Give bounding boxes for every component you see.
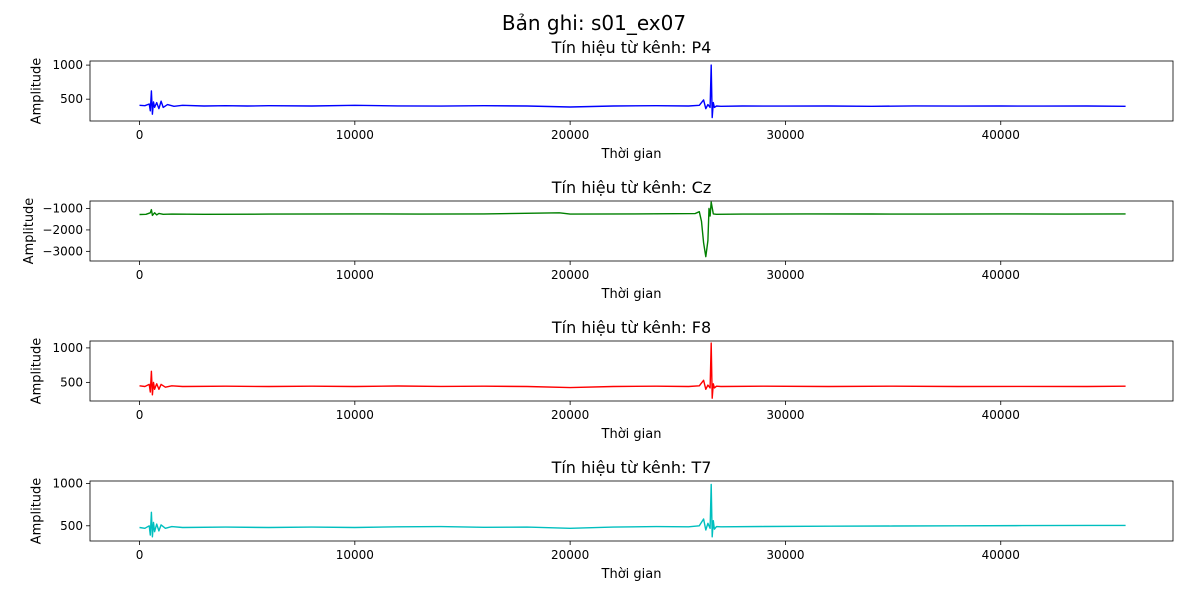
subplot-f8-ytick-label: 500 (60, 375, 83, 389)
subplot-cz-ytick-label: −1000 (42, 202, 83, 216)
subplot-f8-title: Tín hiệu từ kênh: F8 (551, 318, 711, 337)
subplot-cz-ylabel: Amplitude (22, 198, 37, 265)
subplot-cz-xtick-label: 30000 (766, 268, 804, 282)
subplot-p4-xtick-label: 30000 (766, 128, 804, 142)
subplot-t7: Tín hiệu từ kênh: T7 0 10000 20000 30000 4000… (30, 458, 1174, 582)
subplot-p4-xtick-label: 10000 (336, 128, 374, 142)
subplot-f8-signal-line (139, 342, 1126, 399)
subplot-cz-xtick-label: 10000 (336, 268, 374, 282)
subplot-p4-axes-frame (89, 60, 1174, 122)
subplot-f8-ytick-label: 1000 (52, 341, 83, 355)
subplot-f8-xtick-label: 20000 (551, 408, 589, 422)
subplot-cz-signal-line (139, 201, 1126, 258)
subplot-p4-xtick-label: 0 (136, 128, 144, 142)
subplot-t7-xtick-label: 20000 (551, 548, 589, 562)
subplot-cz-xtick-label: 20000 (551, 268, 589, 282)
subplot-t7-title: Tín hiệu từ kênh: T7 (551, 458, 712, 477)
subplot-t7-xtick-label: 40000 (982, 548, 1020, 562)
subplot-p4-xlabel: Thời gian (601, 147, 662, 162)
subplot-t7-ylabel: Amplitude (30, 478, 45, 545)
subplot-p4: Tín hiệu từ kênh: P4 0 10000 20000 30000 4000… (30, 38, 1174, 162)
subplot-t7-xtick-label: 0 (136, 548, 144, 562)
subplot-t7-signal-line (139, 483, 1126, 538)
subplot-p4-xtick-label: 20000 (551, 128, 589, 142)
subplot-f8-xtick-label: 10000 (336, 408, 374, 422)
subplot-cz-ytick-label: −3000 (42, 244, 83, 258)
subplot-f8-xtick-label: 30000 (766, 408, 804, 422)
subplot-cz-ytick-label: −2000 (42, 223, 83, 237)
subplot-cz-axes-frame (89, 200, 1174, 262)
subplot-cz-xtick-label: 40000 (982, 268, 1020, 282)
subplot-f8-xlabel: Thời gian (601, 427, 662, 442)
subplot-f8-xtick-label: 40000 (982, 408, 1020, 422)
subplot-t7-ytick-label: 1000 (52, 477, 83, 491)
subplot-cz-title: Tín hiệu từ kênh: Cz (551, 178, 711, 197)
figure-suptitle: Bản ghi: s01_ex07 (502, 11, 686, 35)
subplot-p4-ylabel: Amplitude (30, 58, 45, 125)
subplot-f8-axes-frame (89, 340, 1174, 402)
subplot-f8-ylabel: Amplitude (30, 338, 45, 405)
subplot-cz-xtick-label: 0 (136, 268, 144, 282)
subplot-t7-xtick-label: 30000 (766, 548, 804, 562)
subplot-p4-signal-line (139, 64, 1126, 119)
subplot-f8: Tín hiệu từ kênh: F8 0 10000 20000 30000 4000… (30, 318, 1174, 442)
subplot-p4-ytick-label: 500 (60, 92, 83, 106)
subplot-t7-ytick-label: 500 (60, 519, 83, 533)
subplot-cz: Tín hiệu từ kênh: Cz 0 10000 20000 30000 4000… (22, 178, 1174, 302)
subplot-cz-xlabel: Thời gian (601, 287, 662, 302)
subplot-t7-xlabel: Thời gian (601, 567, 662, 582)
subplot-t7-axes-frame (89, 480, 1174, 542)
subplot-p4-title: Tín hiệu từ kênh: P4 (551, 38, 712, 57)
subplot-p4-xtick-label: 40000 (982, 128, 1020, 142)
subplot-t7-xtick-label: 10000 (336, 548, 374, 562)
subplot-p4-ytick-label: 1000 (52, 58, 83, 72)
subplot-f8-xtick-label: 0 (136, 408, 144, 422)
